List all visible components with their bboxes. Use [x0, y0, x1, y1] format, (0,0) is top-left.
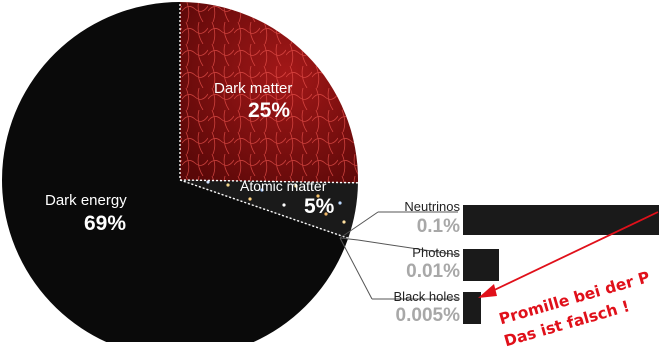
pie-separator	[179, 179, 358, 184]
connector-line	[357, 239, 459, 256]
bar-value-black-holes: 0.005%	[395, 305, 460, 326]
bar-chart	[339, 205, 659, 324]
connector-line	[339, 237, 359, 241]
slice-label-dark-matter: Dark matter	[214, 80, 293, 97]
connector-line	[339, 237, 373, 300]
atomic-matter-galaxy-texture	[206, 180, 346, 224]
bar-value-neutrinos: 0.1%	[416, 216, 460, 237]
pie-slice-atomic-matter	[180, 180, 358, 239]
bar-value-photons: 0.01%	[406, 261, 460, 282]
slice-value-dark-matter: 25%	[248, 99, 291, 122]
slice-value-dark-energy: 69%	[84, 212, 127, 235]
bar-label-neutrinos: Neutrinos	[404, 199, 460, 214]
slice-label-dark-energy: Dark energy	[45, 192, 127, 209]
slice-label-atomic-matter: Atomic matter	[240, 178, 327, 194]
slice-value-atomic-matter: 5%	[304, 195, 335, 218]
bar-black-holes	[463, 292, 481, 324]
bar-label-black-holes: Black holes	[393, 289, 460, 304]
bar-photons	[463, 249, 499, 281]
connector-line	[339, 211, 379, 239]
composition-chart	[2, 0, 659, 342]
pie-slice-dark-energy	[2, 2, 349, 342]
pie-chart	[2, 0, 359, 342]
bar-neutrinos	[463, 205, 659, 235]
red-arrow	[478, 211, 659, 298]
bar-label-photons: Photons	[412, 245, 460, 260]
pie-separator	[179, 179, 349, 239]
